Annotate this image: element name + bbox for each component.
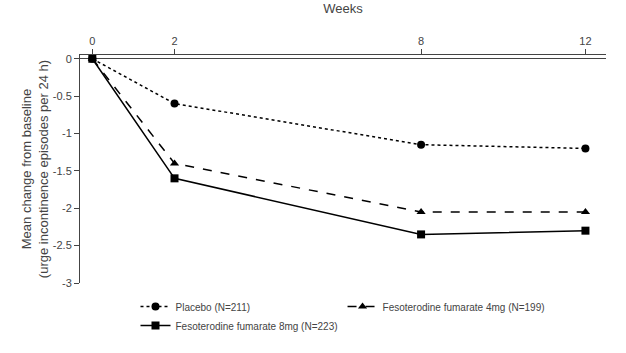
- svg-text:0: 0: [66, 53, 72, 65]
- svg-text:-2.5: -2.5: [53, 239, 72, 251]
- svg-text:-2: -2: [62, 202, 72, 214]
- svg-text:0: 0: [89, 35, 95, 47]
- svg-text:-1: -1: [62, 127, 72, 139]
- svg-text:Mean change from baseline(urge: Mean change from baseline(urge incontine…: [19, 60, 51, 278]
- svg-text:Fesoterodine fumarate 4mg (N=1: Fesoterodine fumarate 4mg (N=199): [383, 302, 545, 313]
- svg-text:Weeks: Weeks: [323, 1, 363, 16]
- svg-text:-1.5: -1.5: [53, 165, 72, 177]
- svg-text:8: 8: [418, 35, 424, 47]
- svg-text:12: 12: [579, 35, 591, 47]
- svg-text:2: 2: [171, 35, 177, 47]
- svg-text:-0.5: -0.5: [53, 90, 72, 102]
- svg-text:Placebo (N=211): Placebo (N=211): [176, 302, 251, 313]
- svg-text:Fesoterodine fumarate 8mg (N=2: Fesoterodine fumarate 8mg (N=223): [176, 321, 338, 332]
- svg-text:-3: -3: [62, 277, 72, 289]
